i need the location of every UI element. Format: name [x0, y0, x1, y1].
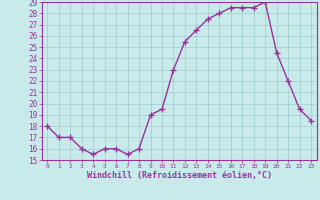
X-axis label: Windchill (Refroidissement éolien,°C): Windchill (Refroidissement éolien,°C) — [87, 171, 272, 180]
